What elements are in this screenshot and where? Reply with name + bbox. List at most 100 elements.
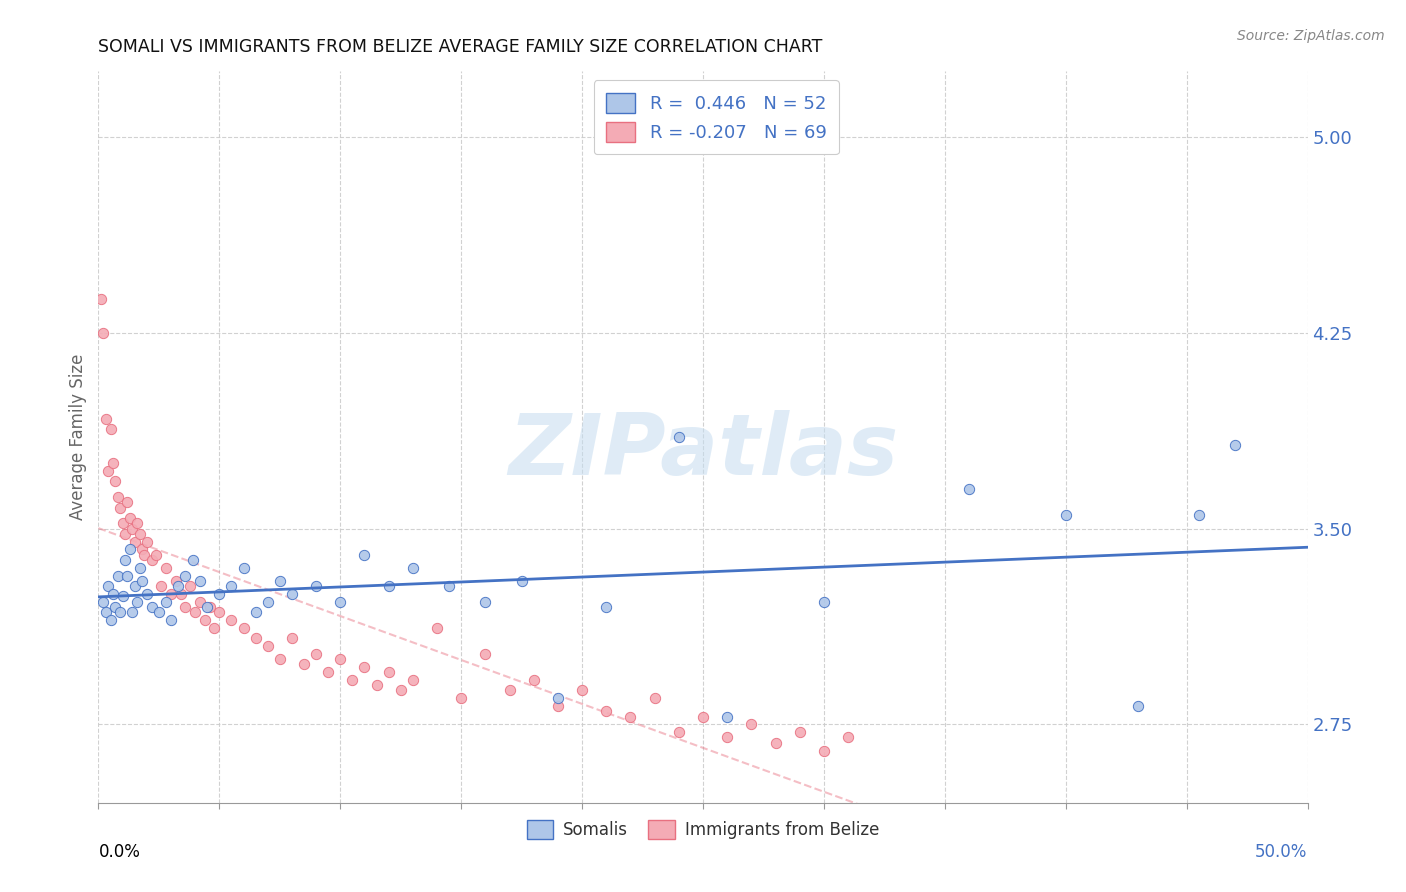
- Point: [305, 647, 328, 661]
- Point: [131, 574, 153, 588]
- Point: [595, 599, 617, 614]
- Point: [256, 639, 278, 653]
- Point: [141, 553, 163, 567]
- Point: [121, 605, 143, 619]
- Point: [169, 587, 191, 601]
- Point: [128, 526, 150, 541]
- Point: [181, 553, 204, 567]
- Point: [150, 579, 173, 593]
- Point: [91, 594, 114, 608]
- Point: [232, 621, 254, 635]
- Point: [117, 495, 139, 509]
- Point: [389, 683, 412, 698]
- Point: [179, 579, 201, 593]
- Point: [114, 526, 136, 541]
- Text: 0.0%: 0.0%: [98, 843, 141, 861]
- Point: [269, 652, 291, 666]
- Point: [305, 579, 328, 593]
- Point: [111, 590, 134, 604]
- Point: [124, 579, 146, 593]
- Text: 50.0%: 50.0%: [1256, 843, 1308, 861]
- Point: [957, 483, 980, 497]
- Point: [668, 430, 690, 444]
- Point: [547, 691, 569, 706]
- Point: [108, 500, 131, 515]
- Point: [100, 422, 122, 436]
- Point: [547, 699, 569, 714]
- Point: [716, 709, 738, 723]
- Point: [155, 560, 177, 574]
- Point: [1054, 508, 1077, 523]
- Point: [90, 292, 112, 306]
- Point: [128, 560, 150, 574]
- Point: [134, 548, 156, 562]
- Point: [426, 621, 449, 635]
- Point: [281, 632, 304, 646]
- Point: [366, 678, 388, 692]
- Point: [108, 605, 131, 619]
- Point: [107, 568, 129, 582]
- Point: [94, 412, 117, 426]
- Point: [127, 516, 149, 531]
- Point: [135, 534, 157, 549]
- Point: [292, 657, 315, 672]
- Point: [100, 613, 122, 627]
- Point: [342, 673, 364, 687]
- Point: [124, 534, 146, 549]
- Point: [837, 731, 859, 745]
- Point: [221, 613, 243, 627]
- Point: [94, 605, 117, 619]
- Point: [765, 736, 787, 750]
- Point: [510, 574, 533, 588]
- Point: [377, 579, 399, 593]
- Text: SOMALI VS IMMIGRANTS FROM BELIZE AVERAGE FAMILY SIZE CORRELATION CHART: SOMALI VS IMMIGRANTS FROM BELIZE AVERAGE…: [98, 38, 823, 56]
- Point: [188, 594, 211, 608]
- Point: [245, 632, 267, 646]
- Point: [571, 683, 593, 698]
- Point: [668, 725, 690, 739]
- Point: [353, 660, 375, 674]
- Point: [148, 605, 170, 619]
- Point: [188, 574, 211, 588]
- Point: [353, 548, 375, 562]
- Point: [160, 613, 183, 627]
- Point: [184, 605, 207, 619]
- Point: [131, 542, 153, 557]
- Point: [498, 683, 520, 698]
- Point: [160, 587, 183, 601]
- Point: [145, 548, 167, 562]
- Point: [221, 579, 243, 593]
- Point: [1188, 508, 1211, 523]
- Point: [402, 673, 425, 687]
- Point: [174, 599, 197, 614]
- Point: [101, 587, 124, 601]
- Point: [195, 599, 218, 614]
- Point: [329, 652, 352, 666]
- Point: [450, 691, 472, 706]
- Point: [104, 599, 127, 614]
- Point: [269, 574, 291, 588]
- Point: [165, 574, 187, 588]
- Point: [204, 621, 226, 635]
- Point: [141, 599, 163, 614]
- Point: [174, 568, 197, 582]
- Point: [595, 705, 617, 719]
- Point: [281, 587, 304, 601]
- Point: [1223, 438, 1246, 452]
- Point: [194, 613, 217, 627]
- Point: [111, 516, 134, 531]
- Point: [117, 568, 139, 582]
- Point: [402, 560, 425, 574]
- Point: [107, 490, 129, 504]
- Point: [208, 587, 231, 601]
- Point: [813, 743, 835, 757]
- Y-axis label: Average Family Size: Average Family Size: [69, 354, 87, 520]
- Point: [256, 594, 278, 608]
- Point: [97, 579, 120, 593]
- Point: [198, 599, 221, 614]
- Point: [329, 594, 352, 608]
- Point: [1128, 699, 1150, 714]
- Point: [97, 464, 120, 478]
- Point: [789, 725, 811, 739]
- Point: [474, 594, 496, 608]
